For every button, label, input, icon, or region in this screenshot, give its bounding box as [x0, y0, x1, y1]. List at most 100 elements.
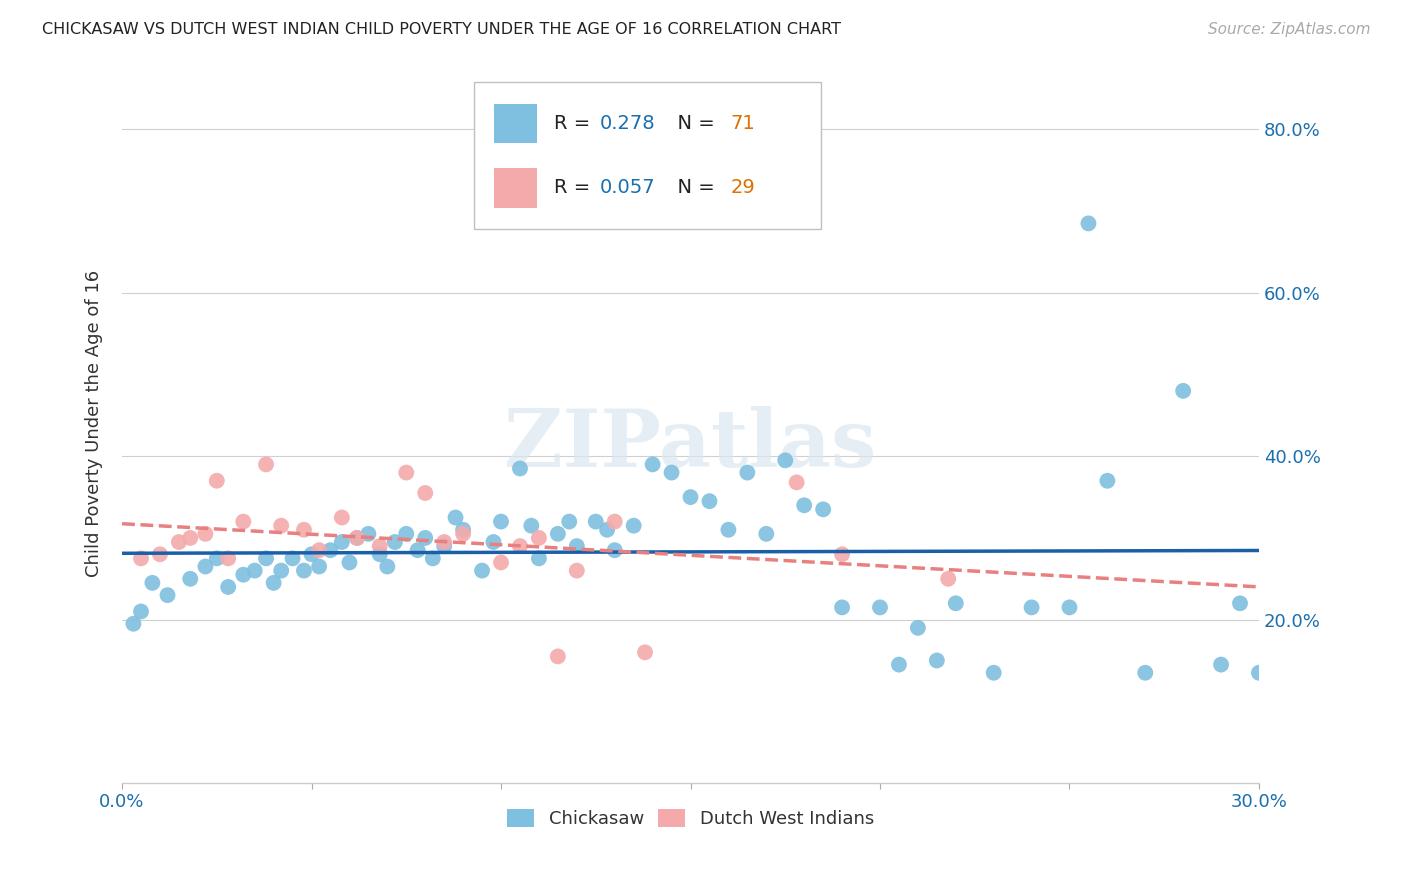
Point: [308, 543, 330, 558]
Point: [527, 551, 550, 566]
Point: [339, 556, 361, 570]
Point: [527, 531, 550, 545]
Point: [194, 559, 217, 574]
Point: [281, 551, 304, 566]
Text: N =: N =: [665, 178, 721, 197]
Point: [509, 461, 531, 475]
Point: [565, 539, 588, 553]
Point: [1247, 665, 1270, 680]
Point: [1021, 600, 1043, 615]
Point: [869, 600, 891, 615]
Point: [489, 515, 512, 529]
Point: [831, 547, 853, 561]
FancyBboxPatch shape: [494, 169, 537, 208]
Point: [205, 551, 228, 566]
Point: [319, 543, 342, 558]
Point: [292, 564, 315, 578]
Point: [907, 621, 929, 635]
Point: [945, 596, 967, 610]
Point: [217, 551, 239, 566]
Point: [679, 490, 702, 504]
Point: [755, 526, 778, 541]
Point: [831, 600, 853, 615]
Point: [167, 535, 190, 549]
Point: [603, 515, 626, 529]
Point: [292, 523, 315, 537]
Point: [482, 535, 505, 549]
Text: N =: N =: [665, 114, 721, 133]
Point: [699, 494, 721, 508]
Point: [634, 645, 657, 659]
Point: [471, 564, 494, 578]
Point: [1229, 596, 1251, 610]
Point: [717, 523, 740, 537]
Point: [773, 453, 796, 467]
Point: [368, 547, 391, 561]
Point: [887, 657, 910, 672]
Point: [786, 475, 808, 490]
Point: [1173, 384, 1195, 398]
Point: [205, 474, 228, 488]
Point: [156, 588, 179, 602]
Point: [623, 518, 645, 533]
Point: [217, 580, 239, 594]
Point: [451, 526, 474, 541]
Point: [395, 526, 418, 541]
Point: [179, 572, 201, 586]
Text: 0.278: 0.278: [599, 114, 655, 133]
FancyBboxPatch shape: [494, 103, 537, 144]
Point: [346, 531, 368, 545]
Point: [547, 526, 569, 541]
Point: [422, 551, 444, 566]
Point: [232, 567, 254, 582]
Point: [368, 539, 391, 553]
Point: [1059, 600, 1081, 615]
Point: [384, 535, 406, 549]
Text: R =: R =: [554, 114, 596, 133]
Point: [308, 559, 330, 574]
Point: [547, 649, 569, 664]
Point: [489, 556, 512, 570]
Point: [357, 526, 380, 541]
Point: [330, 535, 353, 549]
Point: [254, 551, 277, 566]
Point: [270, 564, 292, 578]
Point: [641, 458, 664, 472]
Point: [661, 466, 683, 480]
Point: [444, 510, 467, 524]
Text: ZIPatlas: ZIPatlas: [505, 406, 876, 484]
Point: [936, 572, 959, 586]
Point: [1077, 216, 1099, 230]
Point: [1135, 665, 1157, 680]
Point: [122, 616, 145, 631]
Point: [509, 539, 531, 553]
Point: [263, 575, 285, 590]
Point: [179, 531, 201, 545]
Point: [585, 515, 607, 529]
Text: 71: 71: [730, 114, 755, 133]
Point: [346, 531, 368, 545]
Point: [254, 458, 277, 472]
Point: [811, 502, 834, 516]
Point: [375, 559, 398, 574]
Point: [596, 523, 619, 537]
Point: [1209, 657, 1232, 672]
Point: [330, 510, 353, 524]
Point: [558, 515, 581, 529]
Point: [737, 466, 759, 480]
Point: [413, 531, 436, 545]
Text: 29: 29: [730, 178, 755, 197]
FancyBboxPatch shape: [474, 82, 821, 229]
Text: Source: ZipAtlas.com: Source: ZipAtlas.com: [1208, 22, 1371, 37]
Point: [301, 547, 323, 561]
Text: R =: R =: [554, 178, 596, 197]
Point: [793, 498, 815, 512]
Text: CHICKASAW VS DUTCH WEST INDIAN CHILD POVERTY UNDER THE AGE OF 16 CORRELATION CHA: CHICKASAW VS DUTCH WEST INDIAN CHILD POV…: [42, 22, 841, 37]
Point: [129, 605, 152, 619]
Point: [194, 526, 217, 541]
Legend: Chickasaw, Dutch West Indians: Chickasaw, Dutch West Indians: [499, 801, 882, 835]
Point: [1097, 474, 1119, 488]
Point: [451, 523, 474, 537]
Point: [413, 486, 436, 500]
Point: [406, 543, 429, 558]
